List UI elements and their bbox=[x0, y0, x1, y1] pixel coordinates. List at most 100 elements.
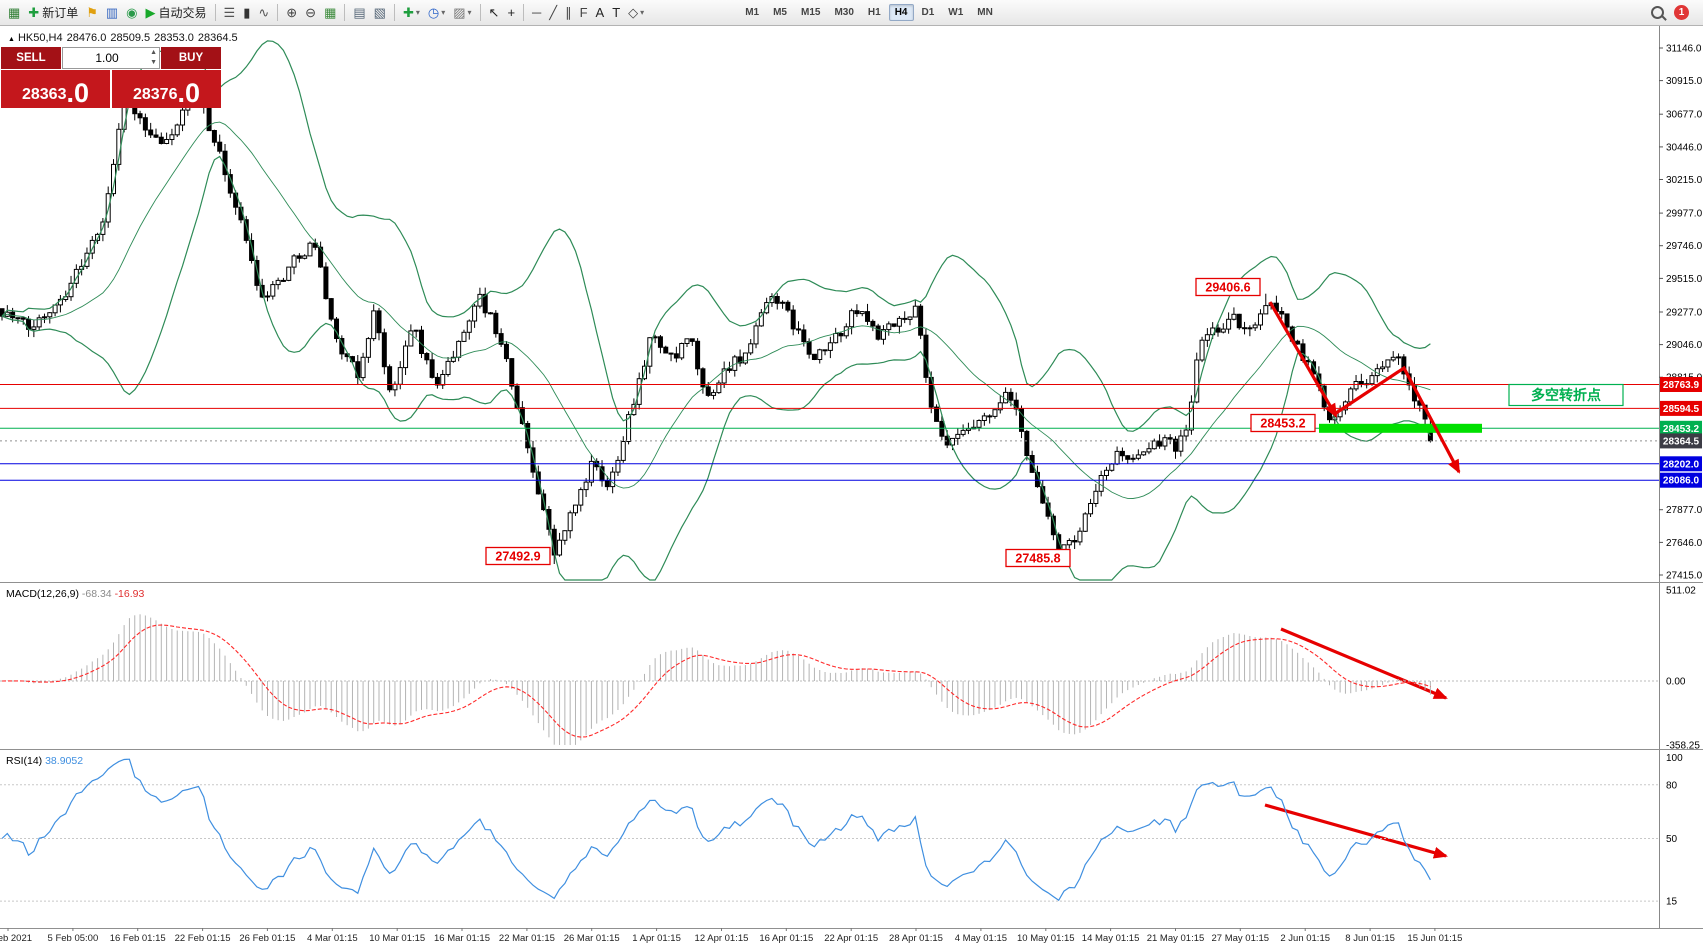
equidistant-channel-tool-icon[interactable]: ∥ bbox=[562, 3, 575, 23]
trend-arrow-1[interactable] bbox=[1268, 301, 1338, 418]
timeframe-mn[interactable]: MN bbox=[977, 7, 993, 18]
bar-chart-type-icon: ☰ bbox=[223, 5, 236, 20]
svg-text:12 Apr 01:15: 12 Apr 01:15 bbox=[695, 933, 749, 944]
data-window-icon: ◉ bbox=[126, 5, 138, 20]
candlestick-type-icon[interactable]: ▮ bbox=[240, 3, 253, 23]
new-order-button[interactable]: ✚ 新订单 bbox=[25, 3, 81, 23]
volume-decrease-button[interactable]: ▼ bbox=[150, 59, 157, 66]
shapes-tool-icon: ◇ bbox=[628, 5, 639, 20]
timeframe-m15[interactable]: M15 bbox=[801, 7, 821, 18]
line-chart-type-icon: ∿ bbox=[258, 5, 270, 20]
svg-text:31146.0: 31146.0 bbox=[1666, 44, 1702, 55]
text-tool-icon: A bbox=[595, 5, 605, 20]
data-window-icon[interactable]: ◉ bbox=[123, 3, 140, 23]
tile-windows-icon: ▤ bbox=[353, 5, 366, 20]
shapes-tool-icon[interactable]: ◇ ▾ bbox=[625, 3, 647, 23]
toolbar-separator bbox=[277, 4, 279, 21]
svg-text:26 Feb 01:15: 26 Feb 01:15 bbox=[239, 933, 295, 944]
market-watch-icon[interactable]: ▥ bbox=[103, 3, 121, 23]
zoom-in-icon: ⊕ bbox=[286, 5, 298, 20]
timeframe-d1[interactable]: D1 bbox=[921, 7, 935, 18]
svg-text:80: 80 bbox=[1666, 780, 1678, 791]
alerts-icon[interactable]: ⚑ bbox=[83, 3, 101, 23]
svg-text:29746.0: 29746.0 bbox=[1666, 241, 1703, 252]
chart-marker-icon: ▲ bbox=[8, 36, 15, 43]
periods-icon: ◷ bbox=[427, 5, 440, 20]
trend-arrow-2[interactable] bbox=[1335, 365, 1461, 474]
zoom-in-icon[interactable]: ⊕ bbox=[283, 3, 300, 23]
line-chart-type-icon[interactable]: ∿ bbox=[255, 3, 272, 23]
svg-text:10 May 01:15: 10 May 01:15 bbox=[1017, 933, 1075, 944]
horizontal-line-tool-icon: ─ bbox=[532, 5, 542, 20]
crosshair-icon[interactable]: + bbox=[504, 3, 518, 23]
trend-arrow-3[interactable] bbox=[1280, 627, 1448, 700]
timeframe-w1[interactable]: W1 bbox=[948, 7, 964, 18]
price-label-27485.8[interactable]: 27485.8 bbox=[1005, 548, 1071, 568]
bollinger-upper-band bbox=[1, 40, 1431, 432]
svg-text:28086.0: 28086.0 bbox=[1663, 476, 1700, 487]
trend-arrow-4[interactable] bbox=[1264, 803, 1448, 859]
toolbar-separator bbox=[393, 4, 395, 21]
zoom-out-icon[interactable]: ⊖ bbox=[302, 3, 319, 23]
price-label-29406.6[interactable]: 29406.6 bbox=[1195, 277, 1261, 297]
volume-stepper: ▲▼ bbox=[62, 47, 160, 69]
bollinger-middle-band bbox=[1, 121, 1431, 499]
svg-text:26 Mar 01:15: 26 Mar 01:15 bbox=[564, 933, 620, 944]
support-highlight-bar[interactable] bbox=[1319, 423, 1482, 433]
buy-button[interactable]: BUY bbox=[161, 47, 221, 69]
cursor-icon[interactable]: ↖ bbox=[486, 3, 503, 23]
svg-text:28453.2: 28453.2 bbox=[1663, 424, 1700, 435]
sell-price[interactable]: 28363.0 bbox=[1, 70, 110, 108]
volume-increase-button[interactable]: ▲ bbox=[150, 49, 157, 56]
volume-input[interactable] bbox=[69, 50, 145, 66]
search-icon[interactable] bbox=[1651, 6, 1664, 19]
svg-text:16 Feb 01:15: 16 Feb 01:15 bbox=[110, 933, 166, 944]
text-tool-icon[interactable]: A bbox=[593, 3, 608, 23]
caret-down-icon: ▾ bbox=[441, 8, 446, 17]
svg-text:8 Jun 01:15: 8 Jun 01:15 bbox=[1345, 933, 1395, 944]
toolbar-left-group: ▦ ✚ 新订单 ⚑ ▥ ◉ ▶ 自动交易 ☰ ▮ ∿ ⊕ ⊖ ▦ ▤ ▧ ✚ ▾ ◷ ▾ ▨ ▾ ↖ + ─ ╱ ∥ F A T ◇ ▾ M1 M… bbox=[4, 3, 1000, 23]
indicators-button[interactable]: ✚ ▾ bbox=[400, 3, 423, 23]
tile-windows-icon[interactable]: ▤ bbox=[350, 3, 368, 23]
text-label-tool-icon[interactable]: T bbox=[609, 3, 623, 23]
fibonacci-tool-icon[interactable]: F bbox=[577, 3, 591, 23]
timeframe-m30[interactable]: M30 bbox=[834, 7, 854, 18]
svg-text:1 Apr 01:15: 1 Apr 01:15 bbox=[632, 933, 681, 944]
svg-text:16 Apr 01:15: 16 Apr 01:15 bbox=[759, 933, 813, 944]
timeframe-h1[interactable]: H1 bbox=[867, 7, 881, 18]
turning-point-label[interactable]: 多空转折点 bbox=[1508, 383, 1624, 407]
toolbar-separator bbox=[523, 4, 525, 21]
price-label-28453.2[interactable]: 28453.2 bbox=[1250, 413, 1316, 433]
candlestick-type-icon: ▮ bbox=[243, 5, 251, 20]
price-label-27492.9[interactable]: 27492.9 bbox=[485, 546, 551, 566]
svg-text:4 May 01:15: 4 May 01:15 bbox=[955, 933, 1007, 944]
templates-icon[interactable]: ▨ ▾ bbox=[450, 3, 474, 23]
high-value: 28509.5 bbox=[110, 32, 151, 44]
svg-text:22 Apr 01:15: 22 Apr 01:15 bbox=[824, 933, 878, 944]
bar-chart-type-icon[interactable]: ☰ bbox=[221, 3, 239, 23]
one-click-trading-panel: SELL ▲▼ BUY 28363.0 28376.0 bbox=[1, 47, 221, 108]
equidistant-channel-tool-icon: ∥ bbox=[565, 5, 572, 20]
autotrading-button[interactable]: ▶ 自动交易 bbox=[143, 3, 210, 23]
toolbar-separator bbox=[214, 4, 216, 21]
horizontal-line-tool-icon[interactable]: ─ bbox=[529, 3, 544, 23]
caret-down-icon: ▾ bbox=[640, 8, 645, 17]
svg-text:15 Jun 01:15: 15 Jun 01:15 bbox=[1407, 933, 1462, 944]
text-label-tool-icon: T bbox=[612, 5, 621, 20]
notification-badge[interactable]: 1 bbox=[1674, 5, 1689, 20]
cursor-icon: ↖ bbox=[488, 5, 500, 20]
svg-text:50: 50 bbox=[1666, 834, 1678, 845]
timeframe-m1[interactable]: M1 bbox=[745, 7, 760, 18]
buy-price[interactable]: 28376.0 bbox=[112, 70, 221, 108]
timeframe-h4[interactable]: H4 bbox=[888, 4, 914, 21]
grid-icon[interactable]: ▦ bbox=[321, 3, 339, 23]
timeframe-m5[interactable]: M5 bbox=[773, 7, 787, 18]
trendline-tool-icon[interactable]: ╱ bbox=[546, 3, 560, 23]
chart-window-icon[interactable]: ▦ bbox=[5, 3, 23, 23]
cascade-windows-icon[interactable]: ▧ bbox=[371, 3, 389, 23]
periods-icon[interactable]: ◷ ▾ bbox=[425, 3, 448, 23]
svg-text:30215.0: 30215.0 bbox=[1666, 175, 1703, 186]
sell-button[interactable]: SELL bbox=[1, 47, 61, 69]
price-chart[interactable]: 29406.6 28453.2 27492.9 27485.8 多空转折点 31146.0… bbox=[0, 26, 1703, 947]
